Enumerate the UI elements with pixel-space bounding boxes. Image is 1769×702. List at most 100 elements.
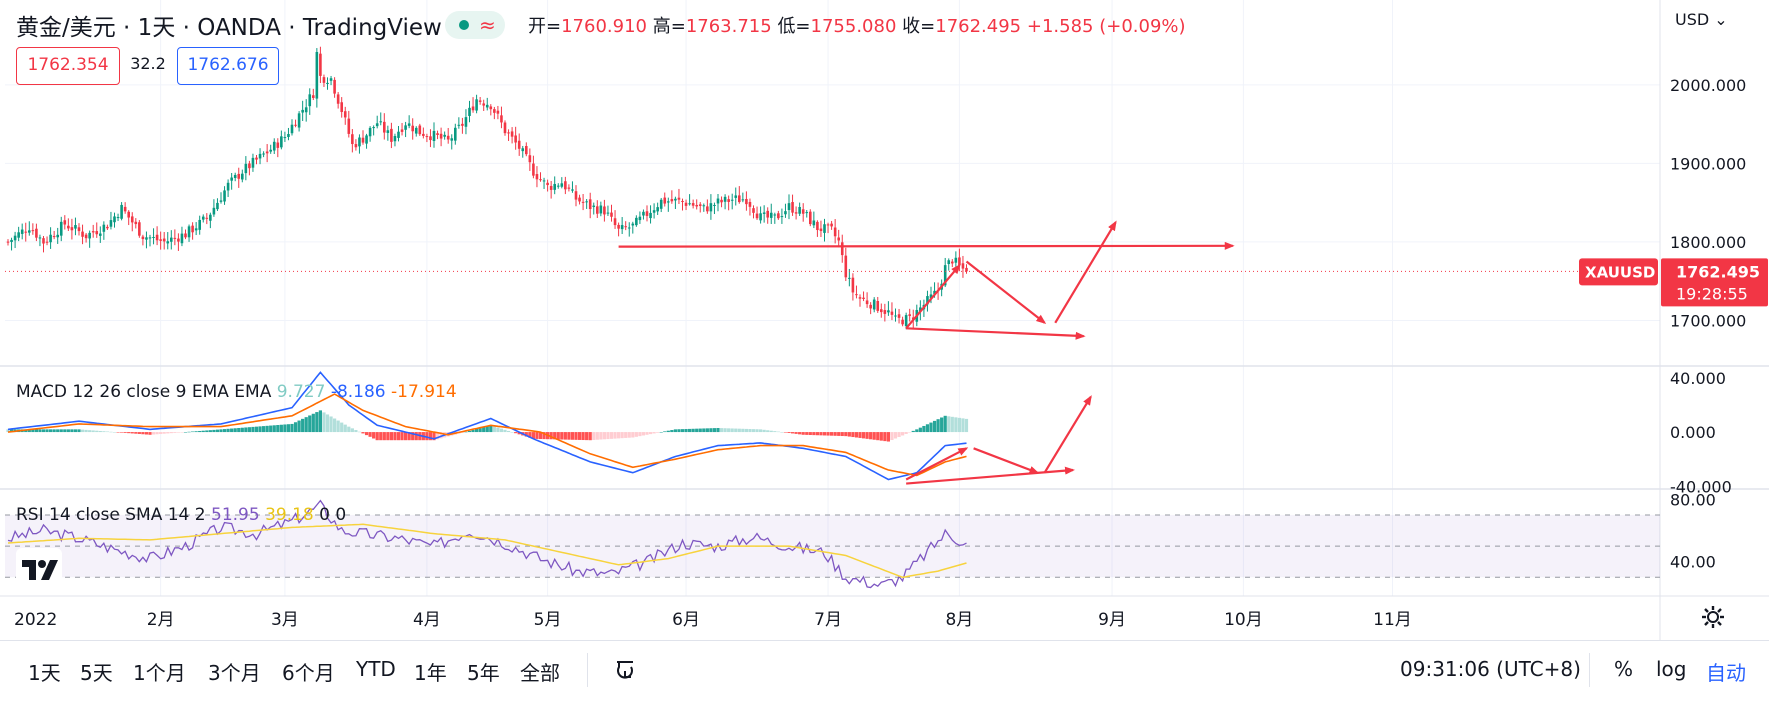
log-scale-toggle[interactable]: log [1656, 657, 1687, 681]
range-all-button[interactable]: 全部 [520, 661, 560, 685]
horizontal-ray [618, 241, 1235, 250]
macd-histogram-bar [478, 428, 482, 433]
range-1y-button[interactable]: 1年 [414, 661, 447, 685]
candle-body [248, 163, 251, 169]
gear-icon[interactable] [1700, 604, 1726, 630]
market-status-pill[interactable]: ≈ [445, 11, 505, 39]
range-6m-button[interactable]: 6个月 [282, 661, 335, 685]
open-value: 1760.910 [561, 16, 647, 37]
rsi-extra-2: 0 [335, 505, 347, 525]
candle-body [322, 77, 326, 83]
macd-histogram-bar [485, 426, 489, 433]
macd-histogram-bar [851, 432, 855, 438]
macd-legend[interactable]: MACD 12 26 close 9 EMA EMA 9.727 -8.186 … [16, 382, 457, 402]
candle-body [833, 227, 837, 237]
candle-body [201, 216, 205, 220]
candle-body [748, 201, 752, 207]
candle-body [525, 146, 528, 155]
candle-body [407, 123, 411, 126]
macd-histogram-bar [901, 432, 905, 436]
rsi-sma-line [7, 523, 967, 579]
candle-body [745, 198, 748, 205]
macd-histogram-bar [673, 429, 677, 433]
candle-body [638, 216, 642, 221]
macd-histogram-bar [542, 432, 546, 440]
macd-histogram-bar [137, 432, 141, 434]
auto-scale-toggle[interactable]: 自动 [1706, 661, 1746, 685]
macd-histogram-bar [879, 432, 883, 441]
currency-selector[interactable]: USD ⌄ [1675, 10, 1728, 29]
replay-icon[interactable] [611, 655, 641, 685]
macd-histogram-bar [120, 432, 124, 433]
macd-histogram-bar [226, 428, 230, 433]
candle-body [10, 239, 13, 242]
sell-button[interactable]: 1762.354 [16, 47, 120, 85]
candle-body [319, 53, 322, 76]
candle-body [578, 197, 581, 202]
high-value: 1763.715 [685, 16, 772, 37]
candle-body [606, 212, 610, 214]
range-1m-button[interactable]: 1个月 [133, 661, 186, 685]
macd-histogram-bar [790, 432, 795, 434]
candle-body [123, 206, 127, 212]
candle-body [787, 203, 791, 211]
price-tags: XAUUSD 1762.495 19:28:55 [1579, 258, 1768, 307]
macd-histogram-bar [563, 432, 567, 440]
candle-body [624, 226, 627, 228]
time-axis-label: 11月 [1373, 610, 1412, 630]
tradingview-logo-icon[interactable] [16, 548, 62, 590]
candle-body [649, 212, 652, 219]
range-5d-button[interactable]: 5天 [80, 661, 113, 685]
range-3m-button[interactable]: 3个月 [208, 661, 261, 685]
rsi-band [5, 514, 1660, 578]
candle-body [503, 122, 507, 134]
candle-body [585, 201, 588, 203]
candle-body [461, 123, 464, 126]
candle-body [404, 125, 407, 130]
candle-body [542, 180, 546, 182]
macd-histogram-bar [435, 432, 440, 440]
candle-body [272, 141, 276, 151]
buy-button[interactable]: 1762.676 [177, 47, 279, 85]
last-price-tag [1661, 258, 1768, 307]
macd-histogram-bar [322, 412, 326, 433]
macd-histogram-bar [723, 428, 727, 433]
macd-histogram-bar [91, 430, 95, 433]
macd-histogram-bar [492, 426, 496, 433]
clock-timezone[interactable]: 09:31:06 (UTC+8) [1400, 657, 1581, 681]
macd-histogram-bar [194, 431, 198, 433]
candle-body [241, 173, 244, 180]
macd-histogram-bar [858, 432, 862, 438]
candle-body [801, 209, 805, 214]
candle-body [965, 267, 968, 272]
macd-histogram-bar [127, 432, 131, 434]
rsi-legend[interactable]: RSI 14 close SMA 14 2 51.95 39.18 0 0 [16, 505, 346, 525]
macd-histogram-bar [890, 432, 894, 441]
candle-body [152, 236, 155, 238]
candle-body [418, 125, 422, 135]
macd-histogram-bar [407, 432, 411, 441]
candle-body [333, 79, 336, 94]
candle-body [56, 234, 59, 238]
macd-histogram-bar [212, 429, 216, 433]
candle-body [198, 219, 201, 230]
range-ytd-button[interactable]: YTD [356, 657, 396, 681]
macd-histogram-bar [77, 429, 81, 433]
range-1d-button[interactable]: 1天 [28, 661, 61, 685]
percent-scale-toggle[interactable]: % [1614, 657, 1634, 681]
candle-body [127, 211, 130, 218]
candle-body [567, 187, 571, 189]
time-axis-label: 3月 [271, 610, 299, 630]
candle-body [674, 198, 677, 201]
candle-body [720, 199, 723, 203]
rsi-pane [5, 499, 1660, 589]
macd-signal-value: -17.914 [391, 382, 457, 402]
candle-body [514, 135, 517, 143]
candle-body [961, 263, 965, 269]
candle-body [784, 211, 787, 215]
symbol-title[interactable]: 黄金/美元 · 1天 · OANDA · TradingView [16, 15, 442, 41]
candlestick-series [5, 46, 1660, 330]
range-5y-button[interactable]: 5年 [467, 661, 500, 685]
macd-histogram-bar [663, 431, 667, 433]
